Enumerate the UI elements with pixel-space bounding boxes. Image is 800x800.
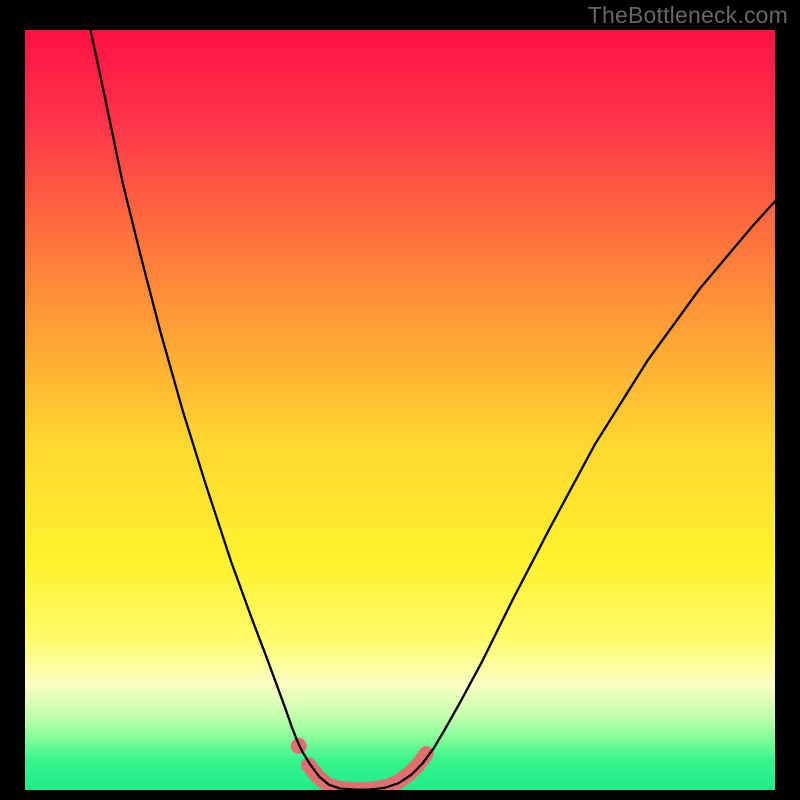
attribution-label: TheBottleneck.com xyxy=(588,4,788,27)
gradient-background xyxy=(25,30,775,790)
chart-svg xyxy=(25,30,775,790)
chart-frame: TheBottleneck.com xyxy=(0,0,800,800)
plot-area xyxy=(25,30,775,790)
